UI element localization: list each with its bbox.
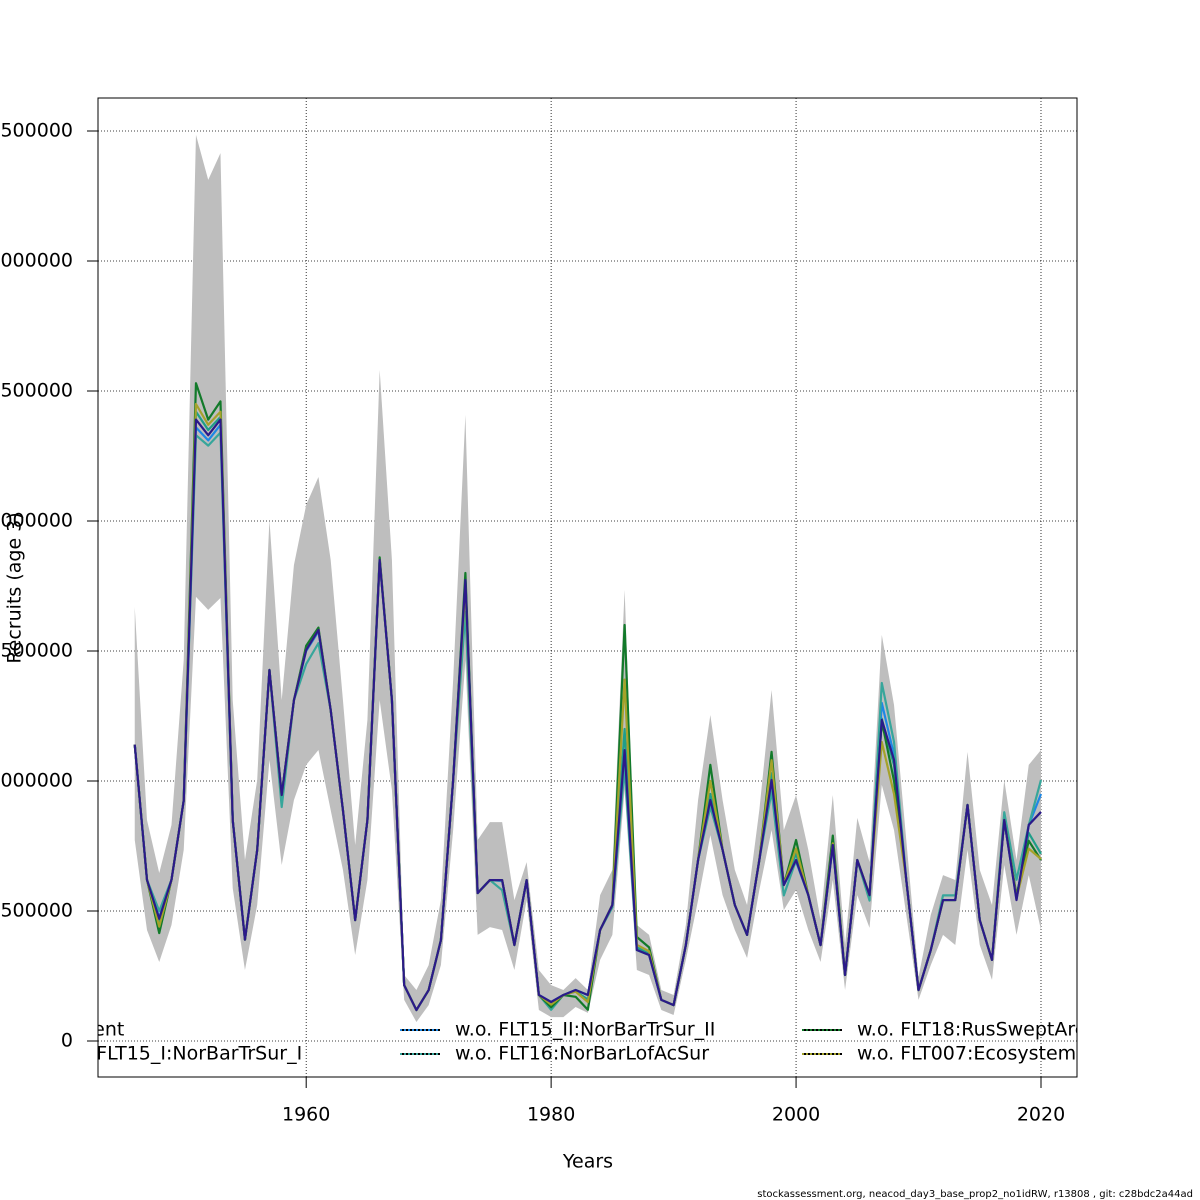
x-tick-label: 1960 bbox=[282, 1104, 330, 1126]
y-axis-label: Recruits (age 3) bbox=[4, 512, 26, 663]
confidence-band bbox=[134, 134, 1041, 1023]
footer: stockassessment.org, neacod_day3_base_pr… bbox=[757, 1189, 1193, 1200]
x-axis-label: Years bbox=[562, 1151, 613, 1173]
series-line bbox=[133, 418, 1042, 1012]
x-tick-label: 2000 bbox=[772, 1104, 820, 1126]
y-tick-label: 0 bbox=[61, 1029, 73, 1051]
y-tick-label: 2000000 bbox=[0, 509, 73, 531]
y-tick-label: 3500000 bbox=[0, 119, 73, 141]
y-tick-label: 500000 bbox=[0, 899, 73, 921]
x-tick-label: 1980 bbox=[527, 1104, 575, 1126]
y-tick-label: 3000000 bbox=[0, 249, 73, 271]
y-tick-label: 1500000 bbox=[0, 639, 73, 661]
x-tick-label: 2020 bbox=[1017, 1104, 1065, 1126]
legend-label: Current bbox=[53, 1019, 124, 1041]
legend-label: w.o. FLT15_I:NorBarTrSur_I bbox=[53, 1043, 302, 1065]
legend-label: w.o. FLT007:EcosystemSurvey bbox=[857, 1043, 1142, 1065]
legend-label: w.o. FLT18:RusSweptArea bbox=[857, 1019, 1098, 1041]
legend-label: w.o. FLT15_II:NorBarTrSur_II bbox=[455, 1019, 715, 1041]
plot-frame bbox=[97, 97, 1078, 1078]
y-tick-label: 2500000 bbox=[0, 379, 73, 401]
legend-label: w.o. FLT16:NorBarLofAcSur bbox=[455, 1043, 709, 1065]
y-tick-label: 1000000 bbox=[0, 769, 73, 791]
plot-area bbox=[98, 98, 1077, 1077]
